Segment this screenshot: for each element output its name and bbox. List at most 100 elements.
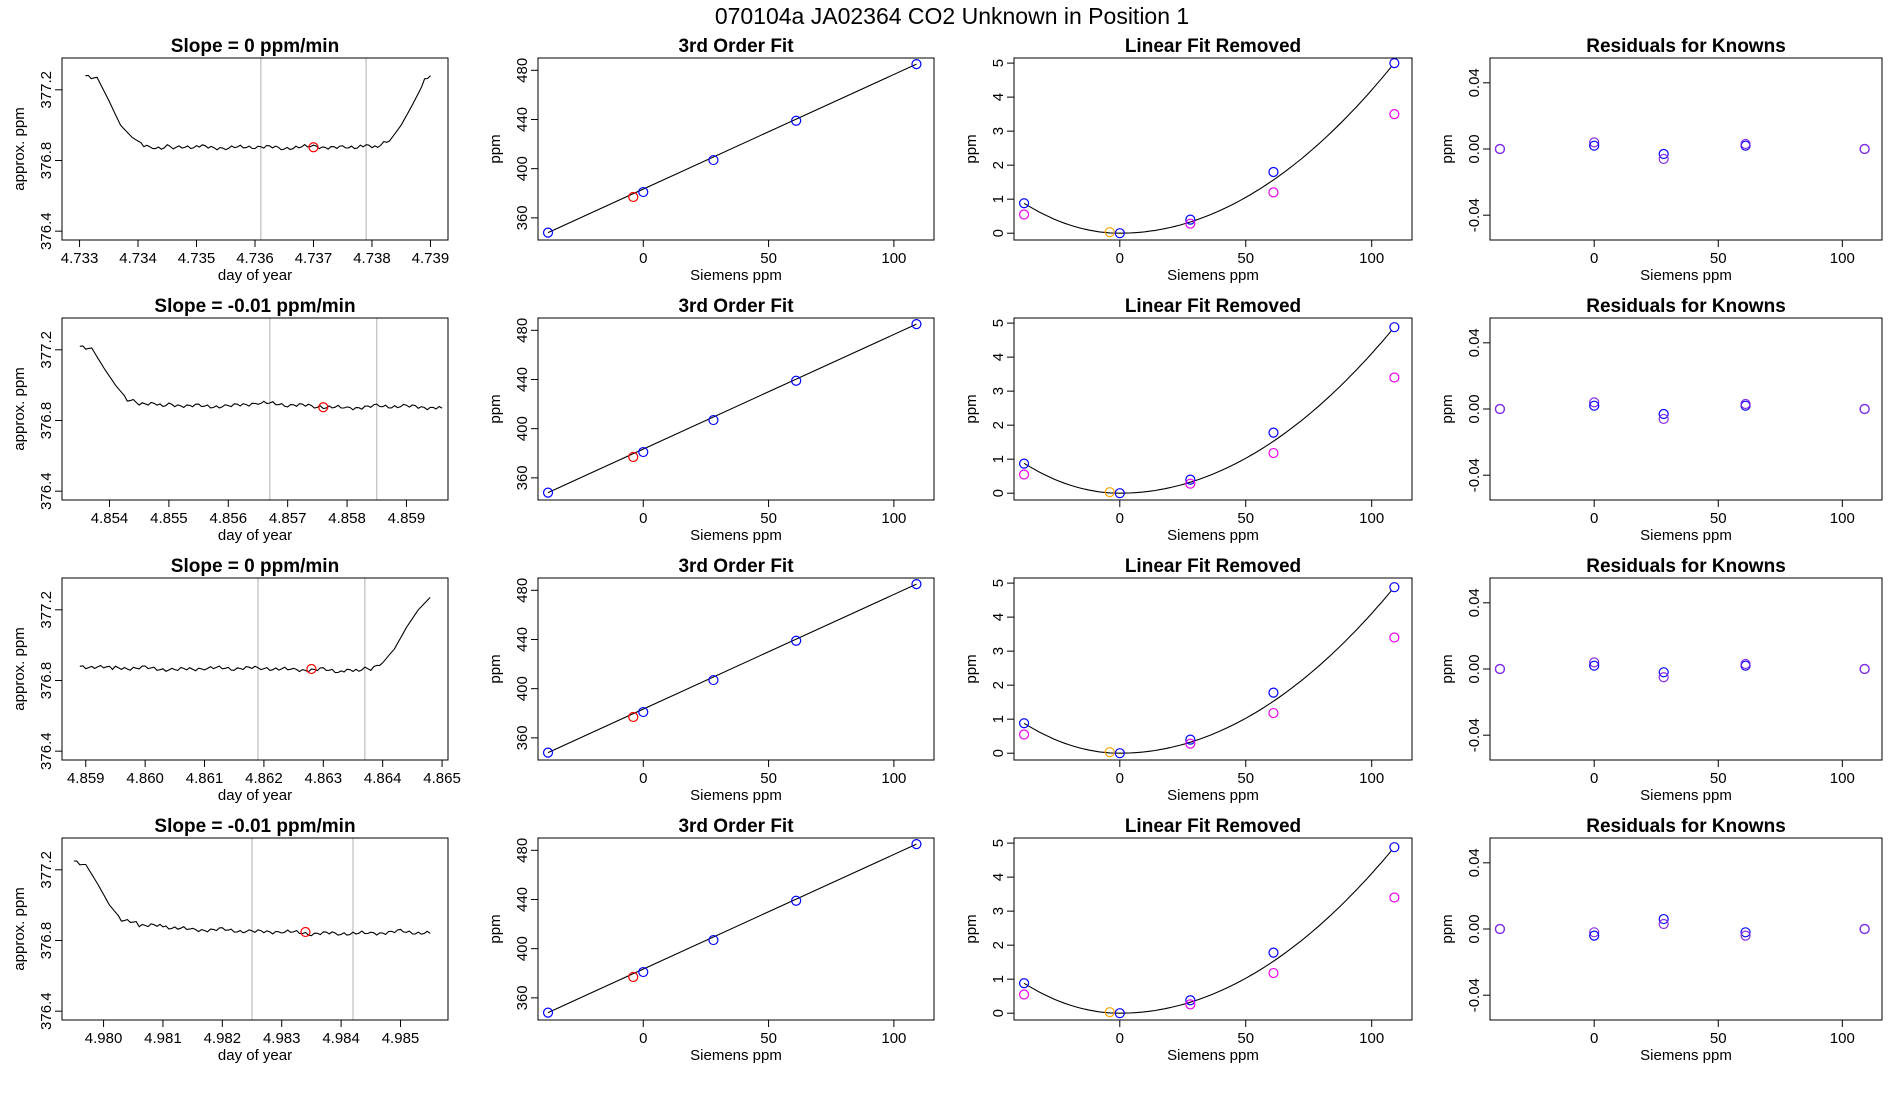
data-point bbox=[638, 446, 649, 458]
x-axis-label: Siemens ppm bbox=[1640, 267, 1732, 284]
panel-title: Residuals for Knowns bbox=[1586, 816, 1786, 837]
x-tick-label: 50 bbox=[1710, 1030, 1727, 1047]
panel-r4c3: Linear Fit Removed 0 50 100 0 1 2 3 4 5 Siemens pp… bbox=[963, 816, 1413, 1064]
mean-marker bbox=[306, 663, 317, 675]
panel-title: Slope = 0 ppm/min bbox=[171, 556, 339, 577]
y-tick-label: 360 bbox=[514, 205, 531, 230]
x-tick-label: 4.860 bbox=[126, 770, 164, 787]
data-point bbox=[1268, 707, 1279, 719]
data-point bbox=[1859, 143, 1870, 155]
x-tick-label: 100 bbox=[1359, 1030, 1384, 1047]
data-point bbox=[1018, 209, 1030, 220]
plot-area bbox=[542, 839, 922, 1018]
x-tick-label: 100 bbox=[1359, 250, 1384, 267]
panel-r3c2: 3rd Order Fit 0 50 100 360 400 440 480 Siemens p… bbox=[487, 556, 935, 804]
data-point bbox=[1185, 474, 1196, 485]
fit-line bbox=[547, 323, 917, 494]
y-tick-label: 480 bbox=[514, 838, 531, 863]
data-point bbox=[1185, 214, 1196, 225]
panel-r1c1: Slope = 0 ppm/min 4.733 4.734 4.735 4.736 4.7… bbox=[11, 36, 449, 284]
data-point bbox=[791, 375, 802, 386]
y-axis-label: ppm bbox=[963, 134, 980, 163]
x-tick-label: 100 bbox=[1359, 770, 1384, 787]
data-point bbox=[1740, 927, 1751, 938]
x-tick-label: 4.983 bbox=[263, 1030, 301, 1047]
y-tick-label: 376.4 bbox=[38, 992, 55, 1030]
x-tick-label: 100 bbox=[881, 510, 906, 527]
plot-area bbox=[1018, 842, 1400, 1019]
y-tick-label: 1 bbox=[990, 975, 1007, 983]
y-tick-label: 3 bbox=[990, 647, 1007, 655]
panel-frame bbox=[61, 317, 449, 501]
x-tick-label: 4.854 bbox=[91, 510, 129, 527]
data-point bbox=[638, 706, 649, 718]
data-point bbox=[1658, 413, 1669, 425]
x-axis-label: Siemens ppm bbox=[1167, 267, 1259, 284]
x-tick-label: 4.734 bbox=[119, 250, 157, 267]
data-point bbox=[1389, 632, 1400, 643]
panel-r3c3: Linear Fit Removed 0 50 100 0 1 2 3 4 5 Siemens pp… bbox=[963, 556, 1413, 804]
plot-area bbox=[79, 318, 443, 500]
panel-title: Residuals for Knowns bbox=[1586, 296, 1786, 317]
y-tick-label: 5 bbox=[990, 319, 1007, 327]
x-axis-label: Siemens ppm bbox=[690, 1047, 782, 1064]
x-tick-label: 100 bbox=[1830, 510, 1855, 527]
data-point bbox=[1494, 143, 1506, 155]
x-tick-label: 100 bbox=[1830, 1030, 1855, 1047]
data-point bbox=[708, 414, 719, 426]
x-axis-label: Siemens ppm bbox=[1167, 1047, 1259, 1064]
data-point bbox=[1589, 137, 1600, 148]
data-point bbox=[542, 747, 554, 758]
data-point bbox=[911, 839, 922, 850]
data-point bbox=[638, 966, 649, 978]
x-tick-label: 4.861 bbox=[186, 770, 224, 787]
x-tick-label: 50 bbox=[1710, 250, 1727, 267]
x-tick-label: 50 bbox=[1237, 510, 1254, 527]
data-point bbox=[1389, 109, 1400, 120]
x-axis-label: Siemens ppm bbox=[690, 787, 782, 804]
co2-trace-line bbox=[79, 597, 431, 674]
panel-r3c4: Residuals for Knowns 0 50 100 -0.04 0.00 0.04 S… bbox=[1439, 556, 1883, 804]
y-tick-label: -0.04 bbox=[1466, 458, 1483, 492]
panel-frame bbox=[537, 577, 935, 761]
x-tick-label: 4.863 bbox=[305, 770, 343, 787]
data-point bbox=[708, 934, 719, 946]
y-tick-label: 5 bbox=[990, 59, 1007, 67]
panel-title: 3rd Order Fit bbox=[678, 556, 794, 577]
fit-curve bbox=[1023, 329, 1393, 494]
data-point bbox=[1389, 372, 1400, 383]
plot-area bbox=[79, 578, 431, 760]
data-point bbox=[1268, 687, 1279, 698]
panel-frame bbox=[1013, 317, 1413, 501]
x-tick-label: 50 bbox=[1237, 770, 1254, 787]
panel-r2c4: Residuals for Knowns 0 50 100 -0.04 0.00 0.04 S… bbox=[1439, 296, 1883, 544]
data-point bbox=[542, 227, 554, 238]
data-point bbox=[791, 115, 802, 126]
x-tick-label: 4.738 bbox=[353, 250, 391, 267]
data-point bbox=[1268, 166, 1279, 178]
x-tick-label: 0 bbox=[1590, 770, 1598, 787]
y-tick-label: 0 bbox=[990, 229, 1007, 237]
x-tick-label: 50 bbox=[760, 1030, 777, 1047]
y-tick-label: 376.8 bbox=[38, 142, 55, 180]
data-point bbox=[791, 635, 802, 646]
y-tick-label: 5 bbox=[990, 839, 1007, 847]
fit-line bbox=[547, 583, 917, 754]
data-point bbox=[1589, 397, 1600, 408]
plot-area bbox=[1494, 137, 1870, 165]
data-point bbox=[1589, 927, 1600, 938]
fit-curve bbox=[1023, 65, 1393, 234]
data-point bbox=[911, 319, 922, 330]
plot-area bbox=[73, 838, 431, 1020]
data-point bbox=[1658, 913, 1669, 925]
figure-suptitle: 070104a JA02364 CO2 Unknown in Position … bbox=[715, 3, 1189, 29]
y-tick-label: 1 bbox=[990, 455, 1007, 463]
x-axis-label: day of year bbox=[218, 527, 292, 544]
data-point bbox=[1658, 667, 1669, 678]
x-axis-label: Siemens ppm bbox=[1640, 1047, 1732, 1064]
panel-frame bbox=[537, 317, 935, 501]
data-point bbox=[1268, 967, 1279, 979]
plot-area bbox=[1018, 322, 1400, 499]
panel-r1c4: Residuals for Knowns 0 50 100 -0.04 0.00 0.04 S… bbox=[1439, 36, 1883, 284]
data-point bbox=[1859, 403, 1870, 415]
